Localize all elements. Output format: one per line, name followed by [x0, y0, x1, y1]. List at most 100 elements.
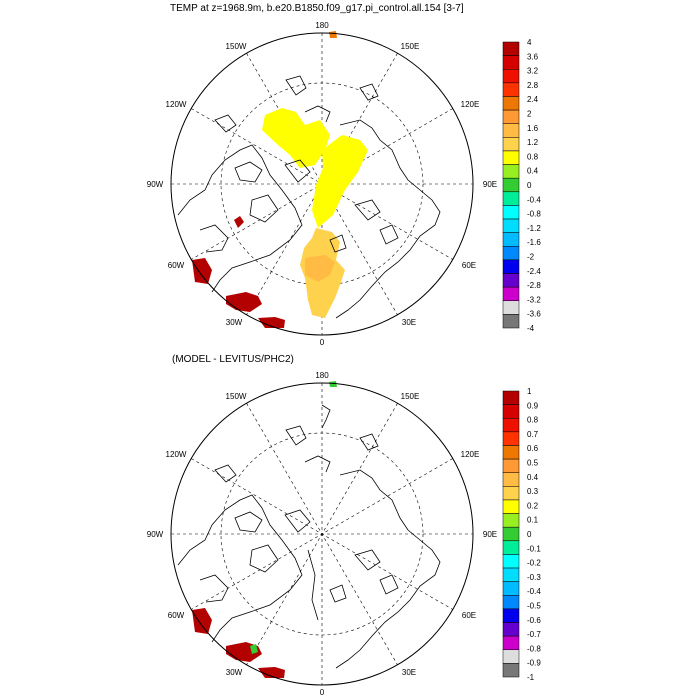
- colorbar-label: 0.2: [527, 501, 539, 510]
- colorbar-label: 3.6: [527, 52, 539, 61]
- panel-title-temp: TEMP at z=1968.9m, b.e20.B1850.f09_g17.p…: [170, 3, 464, 14]
- colorbar-swatch: [502, 404, 520, 419]
- colorbar-swatch: [502, 68, 520, 84]
- colorbar-swatch: [502, 595, 520, 610]
- colorbar-label: -0.5: [527, 602, 541, 611]
- colorbar-swatch: [502, 123, 520, 138]
- colorbar-swatch: [502, 150, 520, 165]
- colorbar-swatch: [502, 191, 520, 206]
- graticule: [171, 383, 473, 685]
- colorbar-label: -0.2: [527, 559, 541, 568]
- colorbar-swatch: [502, 513, 520, 528]
- colorbar-swatch: [502, 82, 520, 97]
- lon-label-150e: 150E: [401, 42, 420, 51]
- lon-label-120w: 120W: [166, 450, 187, 459]
- colorbar-swatch: [502, 164, 520, 179]
- polar-map-difference: 180 150W 150E 120W 120E 90W 90E 60W 60E …: [147, 371, 542, 697]
- colorbar-label: 0.6: [527, 444, 539, 453]
- colorbar-label: 0.5: [527, 459, 539, 468]
- colorbar-swatch: [502, 218, 520, 233]
- lon-label-120w: 120W: [166, 100, 187, 109]
- temperature-field: [192, 31, 368, 328]
- colorbar-swatch: [502, 314, 520, 329]
- longitude-labels: 180 150W 150E 120W 120E 90W 90E 60W 60E …: [147, 21, 497, 345]
- colorbar-label: -3.6: [527, 310, 541, 319]
- colorbar-label: 1.6: [527, 124, 539, 133]
- colorbar-swatch: [502, 41, 520, 56]
- colorbar-label: 0.3: [527, 487, 539, 496]
- lon-label-60e: 60E: [462, 261, 476, 270]
- colorbar-swatch: [502, 177, 520, 193]
- colorbar-swatch: [502, 232, 520, 247]
- colorbar-label: 2: [527, 110, 532, 119]
- lon-label-120e: 120E: [461, 100, 480, 109]
- colorbar-swatch: [502, 137, 520, 152]
- colorbar-swatch: [502, 663, 520, 678]
- colorbar-label: 0: [527, 530, 532, 539]
- colorbar-swatch: [502, 205, 520, 220]
- colorbar-label: 3.2: [527, 67, 539, 76]
- panel-title-difference: (MODEL - LEVITUS/PHC2): [172, 354, 294, 365]
- lon-label-60w: 60W: [168, 261, 185, 270]
- colorbar-label: -0.3: [527, 573, 541, 582]
- colorbar-swatch: [502, 445, 520, 460]
- lon-label-90e: 90E: [483, 180, 497, 189]
- colorbar-label: 1.2: [527, 138, 539, 147]
- colorbar-label: -0.9: [527, 659, 541, 668]
- colorbar-label: -2: [527, 253, 535, 262]
- coastlines: [177, 404, 441, 669]
- colorbar-swatch: [502, 554, 520, 569]
- colorbar-label: -1: [527, 673, 535, 682]
- colorbar-swatch: [502, 458, 520, 473]
- colorbar-label: -0.7: [527, 630, 541, 639]
- lon-label-180: 180: [315, 371, 329, 380]
- colorbar-swatch: [502, 608, 520, 623]
- colorbar-label: -4: [527, 324, 535, 333]
- colorbar-swatch: [502, 96, 520, 111]
- lon-label-90w: 90W: [147, 530, 164, 539]
- colorbar-label: 1: [527, 387, 532, 396]
- colorbar-label: -0.1: [527, 544, 541, 553]
- colorbar-swatch: [502, 300, 520, 315]
- colorbar-swatch: [502, 567, 520, 582]
- colorbar-label: 2.4: [527, 95, 539, 104]
- colorbar-swatch: [502, 273, 520, 288]
- colorbar-swatch: [502, 390, 520, 405]
- colorbar-swatch: [502, 472, 520, 487]
- lon-label-150w: 150W: [226, 42, 247, 51]
- colorbar-label: 0: [527, 181, 532, 190]
- colorbar-label: -0.4: [527, 195, 541, 204]
- lon-label-90e: 90E: [483, 530, 497, 539]
- colorbar-swatch: [502, 635, 520, 651]
- colorbar-swatch: [502, 486, 520, 501]
- colorbar-label: 0.8: [527, 152, 539, 161]
- colorbar-label: -2.4: [527, 267, 541, 276]
- lon-label-0: 0: [320, 688, 325, 697]
- polar-map-temp: 180 150W 150E 120W 120E 90W 90E 60W 60E …: [147, 21, 542, 345]
- colorbar-label: -0.8: [527, 210, 541, 219]
- colorbar-swatch: [502, 286, 520, 302]
- colorbar-label: -1.6: [527, 238, 541, 247]
- colorbar-swatch: [502, 246, 520, 261]
- colorbar-label: 0.4: [527, 167, 539, 176]
- colorbar-swatch: [502, 540, 520, 555]
- colorbar-swatch: [502, 431, 520, 446]
- colorbar-label: -0.8: [527, 644, 541, 653]
- lon-label-30e: 30E: [402, 668, 416, 677]
- lon-label-30w: 30W: [226, 318, 243, 327]
- lon-label-30w: 30W: [226, 668, 243, 677]
- colorbar-swatch: [502, 499, 520, 514]
- lon-label-30e: 30E: [402, 318, 416, 327]
- colorbar-swatch: [502, 622, 520, 637]
- colorbar-swatch: [502, 649, 520, 664]
- colorbar-label: 0.7: [527, 430, 539, 439]
- lon-label-120e: 120E: [461, 450, 480, 459]
- colorbar-temp: 4 3.6 3.2 2.8 2.4 2 1.6 1.2 0.8 0.4 0 -0.4 -0.8 -1.2 -…: [502, 38, 541, 333]
- colorbar-swatch: [502, 55, 520, 70]
- colorbar-label: 0.4: [527, 473, 539, 482]
- colorbar-swatch: [502, 259, 520, 274]
- colorbar-label: 0.9: [527, 401, 539, 410]
- colorbar-label: 0.8: [527, 416, 539, 425]
- colorbar-label: -2.8: [527, 281, 541, 290]
- colorbar-label: 2.8: [527, 81, 539, 90]
